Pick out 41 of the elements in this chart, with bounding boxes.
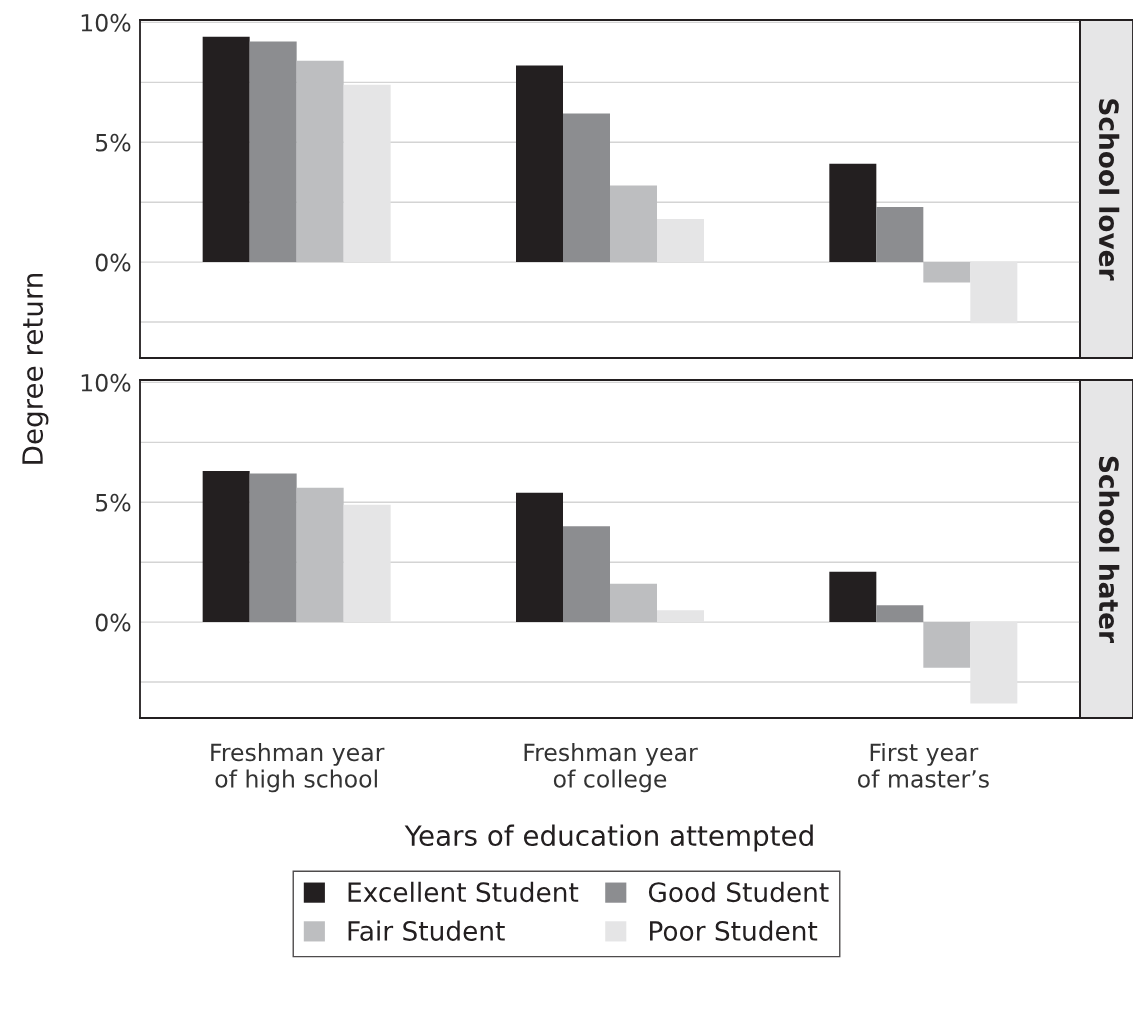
bar xyxy=(249,41,297,263)
bar xyxy=(970,622,1018,704)
legend-label: Excellent Student xyxy=(348,881,579,903)
bar xyxy=(923,262,971,283)
bar xyxy=(876,605,924,623)
bar xyxy=(343,84,391,263)
bar xyxy=(516,492,563,623)
legend-label: Fair Student xyxy=(348,920,505,941)
bar xyxy=(829,571,877,623)
x-tick-label: Freshman year of high school xyxy=(211,743,385,793)
y-tick-label: 10% xyxy=(81,373,131,392)
x-tick-label: First year of master’s xyxy=(857,743,989,788)
legend-label: Poor Student xyxy=(650,920,818,941)
bar xyxy=(202,36,250,263)
text: School hater xyxy=(1098,456,1120,643)
x-tick-label: Freshman year of college xyxy=(524,743,698,793)
y-tick-label: 10% xyxy=(81,13,131,32)
bar xyxy=(657,610,704,623)
y-tick-label: 0% xyxy=(95,253,131,272)
bar xyxy=(249,473,297,623)
bar xyxy=(563,526,610,623)
bar xyxy=(516,65,563,263)
bar xyxy=(829,163,877,263)
y-tick-label: 0% xyxy=(95,613,131,632)
bar xyxy=(296,60,344,263)
text: School lover xyxy=(1098,99,1120,281)
bar xyxy=(876,206,924,263)
y-axis-title: Degree return xyxy=(22,273,49,464)
bar xyxy=(970,262,1018,324)
bar xyxy=(657,218,704,263)
y-tick-label: 5% xyxy=(96,133,131,152)
bar xyxy=(563,113,610,263)
legend-label: Good Student xyxy=(648,881,829,903)
bar xyxy=(610,185,657,263)
bar xyxy=(610,583,657,623)
y-tick-label: 5% xyxy=(96,493,131,512)
x-axis-title: Years of education attempted xyxy=(404,824,813,852)
bar xyxy=(343,504,391,623)
bar xyxy=(923,622,971,668)
bar xyxy=(296,487,344,623)
bar xyxy=(202,471,250,623)
